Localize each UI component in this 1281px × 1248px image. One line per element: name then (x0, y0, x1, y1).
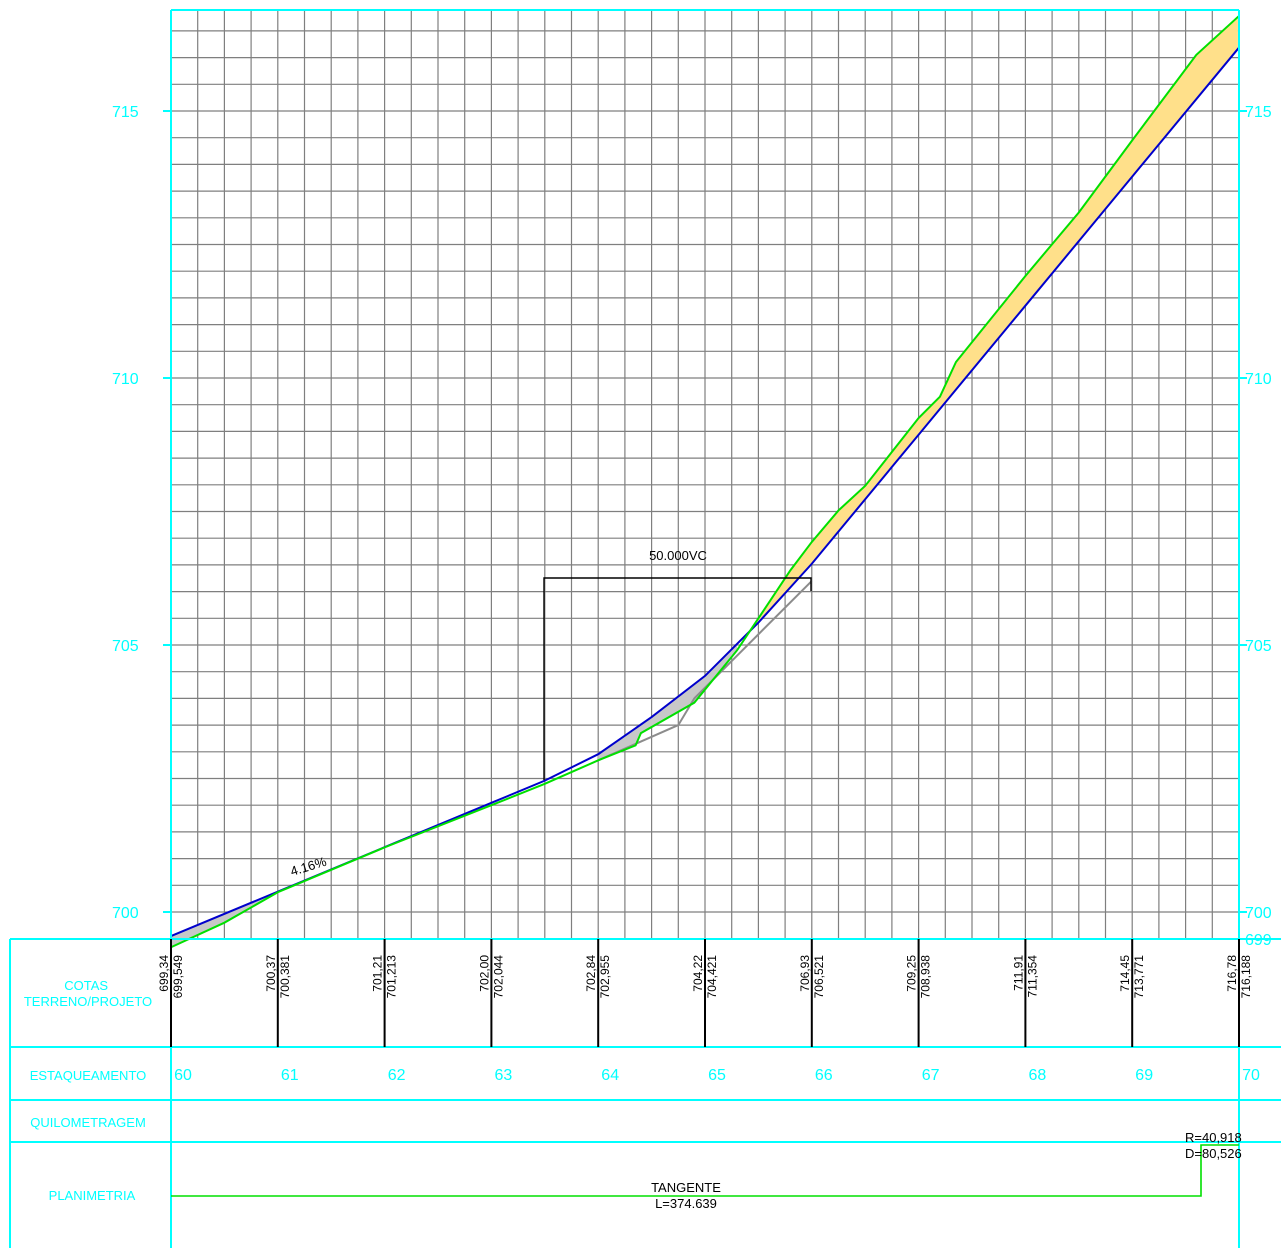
station-label: 64 (601, 1067, 619, 1084)
terrain-elevation: 709,25 (905, 955, 919, 992)
station-label: 69 (1135, 1067, 1153, 1084)
vertical-curve-label: 50.000VC (649, 548, 707, 563)
station-label: 61 (281, 1067, 299, 1084)
y-axis-left: 715 710 705 700 (112, 104, 139, 922)
terrain-elevation: 706,93 (798, 955, 812, 992)
y-tick-715-left: 715 (112, 104, 139, 121)
grid (170, 10, 1240, 938)
y-tick-705-left: 705 (112, 638, 139, 655)
terrain-elevation: 704,22 (691, 955, 705, 992)
terrain-line (170, 15, 1240, 949)
station-label: 66 (815, 1067, 833, 1084)
project-elevation: 708,938 (919, 955, 933, 999)
existing-profile-line (597, 580, 813, 762)
project-elevation: 704,421 (705, 955, 719, 999)
profile-lines (170, 15, 1240, 949)
curve-development: D=80,526 (1185, 1146, 1242, 1161)
terrain-elevation: 702,00 (477, 955, 491, 992)
station-label: 63 (495, 1067, 513, 1084)
y-tick-705-right: 705 (1245, 638, 1272, 655)
cut-area (171, 896, 268, 948)
planimetria-tangent: TANGENTE L=374.639 R=40,918 D=80,526 (171, 1130, 1242, 1211)
y-tick-715-right: 715 (1245, 104, 1272, 121)
grade-label: 4.16% (288, 854, 328, 879)
curve-radius: R=40,918 (1185, 1130, 1242, 1145)
vertical-curve-marker: 50.000VC (543, 548, 812, 780)
row-label-planimetria: PLANIMETRIA (49, 1188, 136, 1203)
project-elevation: 701,213 (385, 955, 399, 999)
row-label-cotas: COTAS TERRENO/PROJETO (24, 978, 152, 1009)
row-label-estaqueamento: ESTAQUEAMENTO (30, 1068, 147, 1083)
station-label: 60 (174, 1067, 192, 1084)
project-elevation: 702,955 (598, 955, 612, 999)
terrain-elevation: 714,45 (1118, 955, 1132, 992)
station-label: 68 (1029, 1067, 1047, 1084)
terrain-elevation: 700,37 (264, 955, 278, 992)
cut-area (598, 643, 738, 761)
y-axis-right: 715 710 705 700 699 (1245, 104, 1272, 949)
tangent-length: L=374.639 (655, 1196, 717, 1211)
station-label: 70 (1242, 1067, 1260, 1084)
project-elevation: 713,771 (1132, 955, 1146, 999)
station-label: 62 (388, 1067, 406, 1084)
station-columns: 699,34 699,549 60 700,37 700,381 61 701,21 701,… (157, 939, 1260, 1084)
project-elevation: 711,354 (1025, 955, 1039, 998)
terrain-elevation: 702,84 (584, 955, 598, 992)
terrain-elevation: 711,91 (1011, 955, 1025, 991)
terrain-elevation: 716,78 (1225, 955, 1239, 992)
y-tick-710-left: 710 (112, 371, 139, 388)
project-elevation: 706,521 (812, 955, 826, 999)
y-tick-699-right: 699 (1245, 932, 1272, 949)
project-elevation: 716,188 (1239, 955, 1253, 999)
y-tick-710-right: 710 (1245, 371, 1272, 388)
project-elevation: 700,381 (278, 955, 292, 999)
project-elevation: 702,044 (491, 955, 505, 999)
y-tick-700-right: 700 (1245, 905, 1272, 922)
terrain-elevation: 699,34 (157, 955, 171, 992)
project-elevation: 699,549 (171, 955, 185, 999)
tangent-label: TANGENTE (651, 1180, 721, 1195)
y-tick-700-left: 700 (112, 905, 139, 922)
terrain-elevation: 701,21 (371, 955, 385, 992)
row-label-quilometragem: QUILOMETRAGEM (30, 1115, 146, 1130)
station-label: 67 (922, 1067, 940, 1084)
station-label: 65 (708, 1067, 726, 1084)
